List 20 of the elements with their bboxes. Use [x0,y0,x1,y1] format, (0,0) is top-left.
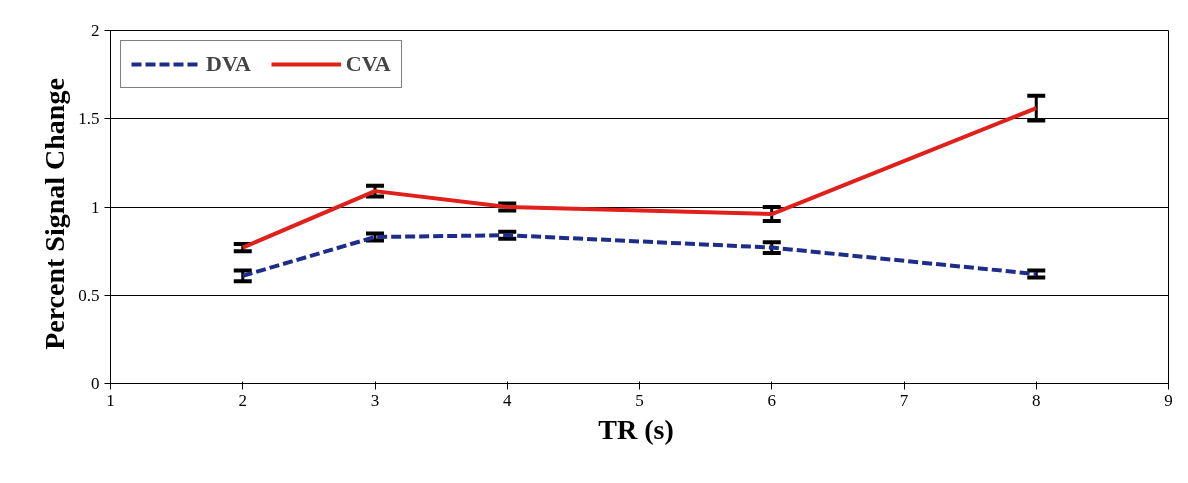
x-tick-label: 5 [635,390,644,410]
legend-label: CVA [345,51,391,77]
x-axis-title: TR (s) [598,413,674,445]
x-tick-label: 8 [1032,390,1041,410]
line-series [240,233,1039,278]
x-tick-label: 1 [106,390,115,410]
y-tick-label: 1.5 [78,109,100,129]
legend-label: DVA [206,51,251,77]
y-tick-label: 2 [91,21,100,40]
y-tick-label: 0 [91,374,100,393]
x-tick-label: 2 [238,390,247,410]
x-tick-label: 6 [767,390,776,410]
x-tick-label: 9 [1164,390,1173,410]
line-series [240,106,1039,250]
x-tick-label: 3 [370,390,380,410]
y-axis-title: Percent Signal Change [39,78,71,350]
x-tick-label: 4 [503,390,512,410]
y-tick-label: 0.5 [78,285,100,305]
y-tick-label: 1 [91,197,100,217]
x-tick-label: 7 [899,390,909,410]
